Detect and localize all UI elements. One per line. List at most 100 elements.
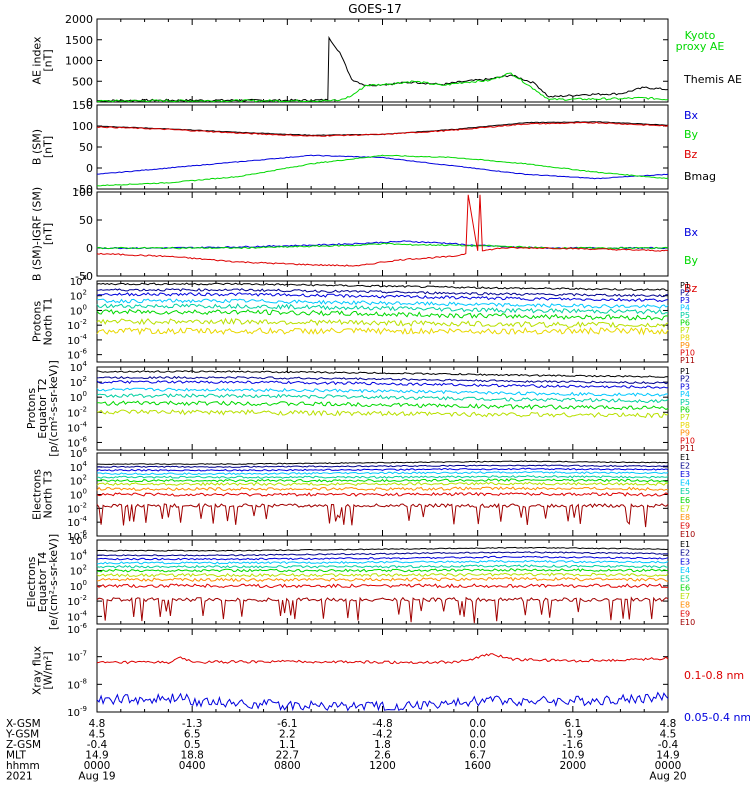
y-tick-label: 10-2 <box>67 501 87 515</box>
x-row-value: Aug 19 <box>78 771 115 783</box>
x-row-value: 2000 <box>559 760 586 772</box>
series-line <box>97 155 668 186</box>
series-line <box>97 461 668 465</box>
series-line <box>97 293 668 302</box>
legend-label: Bz <box>684 148 698 161</box>
legend-label: Bx <box>684 226 699 239</box>
legend-label: E6 <box>680 583 690 592</box>
series-line <box>97 569 668 572</box>
legend-label: E3 <box>680 557 690 566</box>
y-axis-label: [p/(cm²-s-sr-keV)] <box>47 360 60 457</box>
series-line <box>97 38 668 102</box>
y-tick-label: 0 <box>86 162 93 175</box>
legend-label: By <box>684 128 699 141</box>
series-line <box>97 552 668 556</box>
series-line <box>97 328 668 334</box>
series-line <box>97 479 668 482</box>
y-tick-label: 102 <box>70 564 87 578</box>
y-axis-label: North T3 <box>42 471 55 519</box>
y-tick-label: 100 <box>70 579 87 593</box>
series-line <box>97 319 668 327</box>
legend-label: Bx <box>684 109 699 122</box>
y-tick-label: 10-4 <box>67 333 87 347</box>
y-tick-label: 500 <box>72 75 93 88</box>
y-tick-label: 102 <box>70 474 87 488</box>
series-line <box>97 465 668 467</box>
y-tick-label: 100 <box>70 488 87 502</box>
series-line <box>97 410 668 417</box>
y-tick-label: 10-2 <box>67 594 87 608</box>
y-tick-label: 1000 <box>65 55 93 68</box>
x-row-value: 0800 <box>274 760 301 772</box>
series-line <box>97 304 668 314</box>
series-line <box>97 654 668 664</box>
y-axis-label: [nT] <box>42 49 55 71</box>
legend-label: 0.05-0.4 nm <box>684 711 750 724</box>
y-tick-label: 150 <box>72 99 93 112</box>
legend-label: Themis AE <box>683 73 742 86</box>
legend-label: E10 <box>680 618 695 627</box>
series-line <box>97 468 668 471</box>
legend-label: E2 <box>680 549 690 558</box>
series-line <box>97 561 668 564</box>
legend-label: E4 <box>680 566 690 575</box>
panel-frame <box>97 105 668 189</box>
series-line <box>97 243 668 249</box>
y-tick-label: 106 <box>70 533 88 547</box>
series-line <box>97 584 668 587</box>
y-tick-label: 10-8 <box>67 677 87 691</box>
y-tick-label: 10-2 <box>67 405 87 419</box>
legend-label: E10 <box>680 530 695 539</box>
legend-label: By <box>684 254 699 267</box>
x-row-label: 2021 <box>6 771 33 783</box>
y-tick-label: 100 <box>70 303 87 317</box>
legend-label: 0.1-0.8 nm <box>684 669 744 682</box>
series-line <box>97 155 668 179</box>
y-tick-label: 100 <box>72 120 93 133</box>
x-row-value: Aug 20 <box>649 771 686 783</box>
y-axis-label: [W/m²] <box>42 651 55 689</box>
y-axis-label: [e/(cm²-s-sr-keV)] <box>47 534 60 630</box>
series-line <box>97 388 668 396</box>
y-tick-label: 100 <box>70 390 87 404</box>
legend-label: E8 <box>680 601 690 610</box>
series-line <box>97 504 668 527</box>
x-row-value: 0400 <box>179 760 206 772</box>
y-tick-label: 10-9 <box>67 705 87 719</box>
series-line <box>97 547 668 551</box>
panel-frame <box>97 367 668 450</box>
legend-label: Bmag <box>684 170 716 183</box>
legend-label: E9 <box>680 609 690 618</box>
y-tick-label: 10-4 <box>67 515 87 529</box>
y-tick-label: 1500 <box>65 34 93 47</box>
y-tick-label: 10-4 <box>67 420 87 434</box>
y-tick-label: 104 <box>70 274 88 288</box>
x-row-value: 1600 <box>464 760 491 772</box>
legend-label: E7 <box>680 592 690 601</box>
y-tick-label: 104 <box>70 548 88 562</box>
y-tick-label: 104 <box>70 460 88 474</box>
series-line <box>97 487 668 490</box>
y-axis-label: [nT] <box>42 136 55 158</box>
legend-label: E1 <box>680 540 690 549</box>
legend-label: E5 <box>680 575 690 584</box>
y-tick-label: 100 <box>72 186 93 199</box>
series-line <box>97 573 668 576</box>
series-line <box>97 482 668 485</box>
y-tick-label: 10-6 <box>67 622 87 636</box>
legend-label: proxy AE <box>676 40 725 53</box>
series-line <box>97 476 668 479</box>
legend-label: P11 <box>680 444 695 453</box>
y-tick-label: 104 <box>70 360 88 374</box>
x-row-value: 1200 <box>369 760 396 772</box>
y-tick-label: 10-2 <box>67 318 87 332</box>
y-tick-label: 0 <box>86 242 93 255</box>
